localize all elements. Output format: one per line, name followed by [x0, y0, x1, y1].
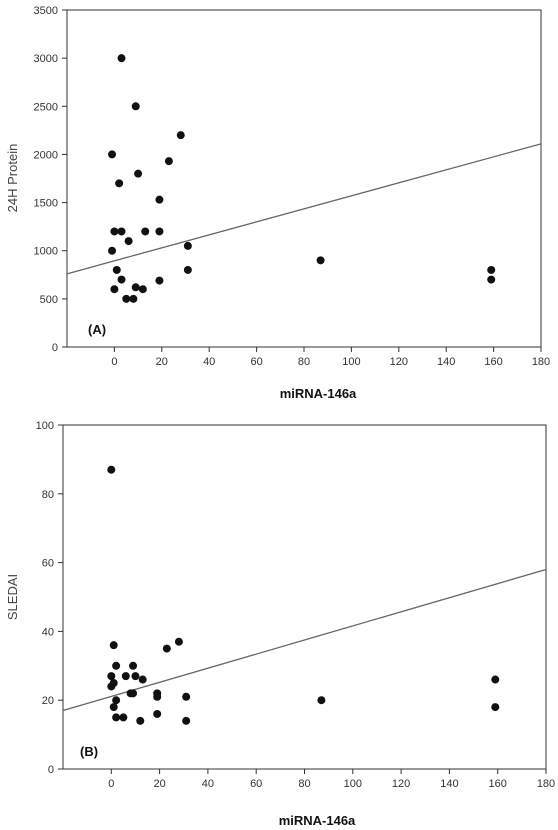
- data-point-a: [118, 227, 126, 235]
- y-tick-label-a: 3000: [34, 53, 58, 65]
- data-point-b: [139, 676, 147, 684]
- data-point-b: [107, 466, 115, 474]
- data-point-b: [136, 717, 144, 725]
- x-tick-label-b: 0: [108, 778, 114, 790]
- x-tick-label-b: 60: [250, 778, 262, 790]
- data-point-a: [132, 283, 140, 291]
- data-point-a: [122, 295, 130, 303]
- data-point-b: [110, 641, 118, 649]
- x-tick-label-b: 80: [298, 778, 310, 790]
- y-tick-label-a: 2000: [34, 149, 58, 161]
- marks-a: 0 20 40 60 80 100 120 140 160 180 0 500 1000 1500 2000…: [34, 5, 551, 368]
- x-tick-label-a: 40: [203, 356, 215, 368]
- x-tick-label-a: 140: [437, 356, 455, 368]
- x-tick-label-a: 120: [390, 356, 408, 368]
- x-axis-label-b: miRNA-146a: [279, 813, 356, 828]
- regression-line-a: [67, 144, 541, 274]
- y-tick-label-a: 0: [52, 342, 58, 354]
- x-tick-label-a: 0: [111, 356, 117, 368]
- x-tick-label-b: 180: [537, 778, 555, 790]
- x-tick-label-a: 180: [532, 356, 550, 368]
- data-point-a: [139, 285, 147, 293]
- data-point-a: [132, 102, 140, 110]
- data-point-a: [108, 247, 116, 255]
- data-point-b: [182, 717, 190, 725]
- data-point-a: [134, 170, 142, 178]
- panel-label-b: (B): [80, 744, 98, 759]
- data-point-a: [141, 227, 149, 235]
- data-point-b: [175, 638, 183, 646]
- y-axis-label-a: 24H Protein: [5, 144, 20, 213]
- plot-frame-b: [63, 425, 546, 769]
- data-point-b: [119, 713, 127, 721]
- y-tick-label-b: 20: [42, 695, 54, 707]
- data-point-b: [112, 662, 120, 670]
- x-tick-label-b: 140: [440, 778, 458, 790]
- data-point-a: [113, 266, 121, 274]
- data-point-a: [165, 157, 173, 165]
- x-tick-label-b: 100: [344, 778, 362, 790]
- data-point-b: [110, 703, 118, 711]
- y-tick-label-b: 80: [42, 489, 54, 501]
- data-point-a: [487, 276, 495, 284]
- x-tick-label-b: 160: [489, 778, 507, 790]
- y-tick-label-b: 100: [36, 420, 54, 432]
- x-tick-label-a: 100: [342, 356, 360, 368]
- panel-label-a: (A): [88, 322, 106, 337]
- data-point-b: [491, 676, 499, 684]
- data-point-b: [153, 710, 161, 718]
- data-point-a: [184, 266, 192, 274]
- y-tick-label-b: 0: [48, 764, 54, 776]
- marks-b: 0 20 40 60 80 100 120 140 160 180 0 20 40 60 80 100: [36, 420, 556, 790]
- regression-line-b: [63, 569, 546, 710]
- data-point-a: [155, 227, 163, 235]
- data-point-a: [184, 242, 192, 250]
- data-point-a: [110, 285, 118, 293]
- data-point-b: [112, 713, 120, 721]
- scatter-chart-b: 0 20 40 60 80 100 120 140 160 180 0 20 40 60 80 100 SLE…: [0, 410, 558, 830]
- data-point-b: [112, 696, 120, 704]
- data-point-b: [122, 672, 130, 680]
- data-point-b: [163, 645, 171, 653]
- data-point-b: [182, 693, 190, 701]
- data-point-a: [317, 256, 325, 264]
- x-tick-label-b: 20: [153, 778, 165, 790]
- x-tick-label-a: 60: [250, 356, 262, 368]
- data-point-a: [177, 131, 185, 139]
- data-point-a: [155, 277, 163, 285]
- y-tick-label-a: 2500: [34, 101, 58, 113]
- data-point-a: [115, 179, 123, 187]
- x-tick-label-a: 80: [298, 356, 310, 368]
- data-point-b: [107, 682, 115, 690]
- x-tick-label-a: 20: [156, 356, 168, 368]
- x-tick-label-b: 40: [202, 778, 214, 790]
- y-tick-label-a: 1000: [34, 246, 58, 258]
- data-point-a: [118, 276, 126, 284]
- data-point-a: [155, 196, 163, 204]
- x-tick-label-a: 160: [484, 356, 502, 368]
- data-point-a: [118, 54, 126, 62]
- x-tick-label-b: 120: [392, 778, 410, 790]
- y-tick-label-a: 3500: [34, 5, 58, 17]
- y-axis-label-b: SLEDAI: [5, 574, 20, 620]
- data-point-a: [129, 295, 137, 303]
- data-point-b: [129, 662, 137, 670]
- data-point-b: [317, 696, 325, 704]
- data-point-b: [131, 672, 139, 680]
- data-point-b: [107, 672, 115, 680]
- y-tick-label-b: 40: [42, 626, 54, 638]
- data-point-b: [491, 703, 499, 711]
- data-point-a: [110, 227, 118, 235]
- plot-frame-a: [67, 10, 541, 347]
- scatter-chart-a: 0 20 40 60 80 100 120 140 160 180 0 500 1000 1500 2000…: [0, 0, 558, 410]
- data-point-a: [108, 150, 116, 158]
- data-point-a: [487, 266, 495, 274]
- y-tick-label-b: 60: [42, 558, 54, 570]
- x-axis-label-a: miRNA-146a: [280, 386, 357, 401]
- data-point-b: [153, 693, 161, 701]
- y-tick-label-a: 1500: [34, 198, 58, 210]
- data-point-a: [125, 237, 133, 245]
- y-tick-label-a: 500: [40, 294, 58, 306]
- data-point-b: [129, 689, 137, 697]
